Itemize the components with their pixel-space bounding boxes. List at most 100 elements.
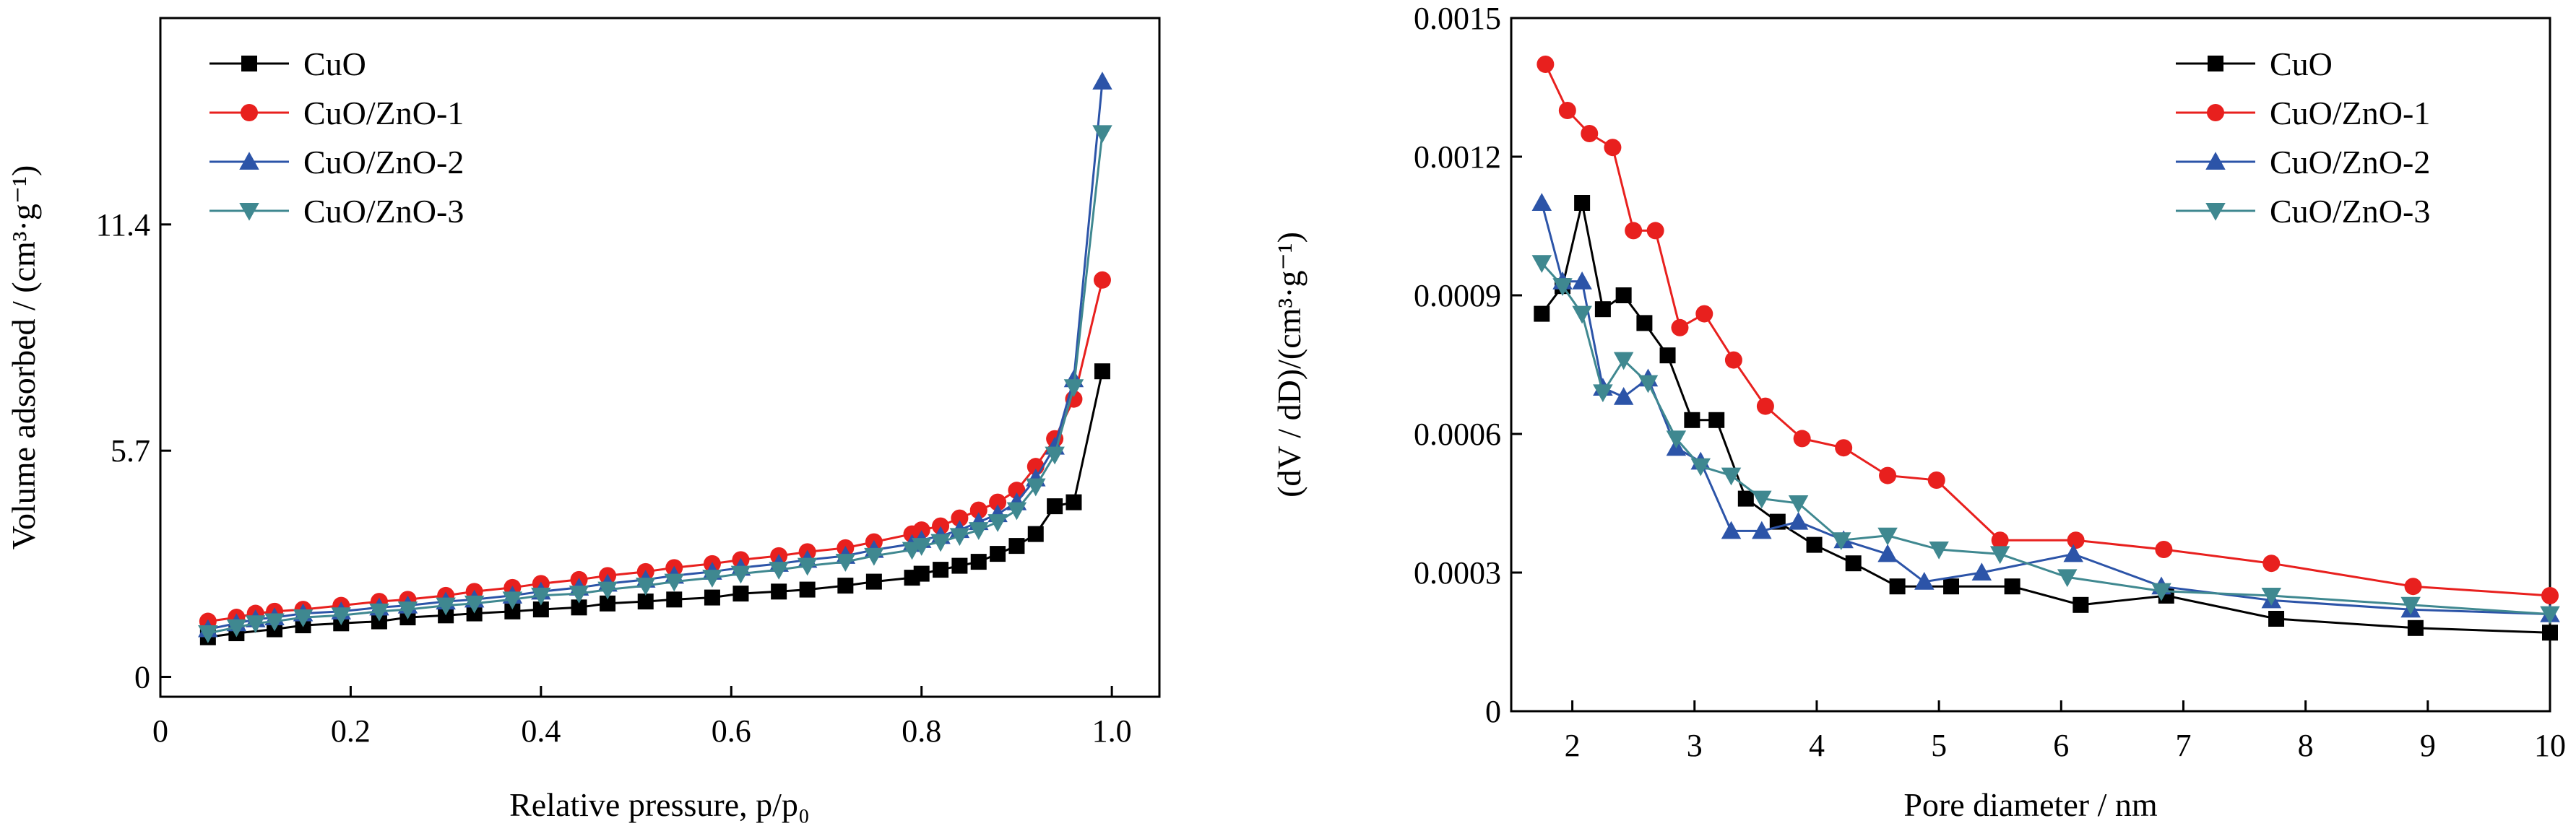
data-point (531, 587, 551, 606)
data-point (2261, 588, 2282, 606)
data-point (2073, 596, 2089, 613)
data-point (769, 562, 789, 580)
data-point (1615, 287, 1632, 303)
legend-marker (239, 152, 259, 170)
data-point (1831, 532, 1851, 550)
data-point (1625, 222, 1643, 240)
y-axis-label: Volume adsorbed / (cm³·g⁻¹) (5, 165, 42, 550)
data-point (1534, 305, 1550, 322)
data-point (1613, 387, 1634, 405)
data-point (1659, 347, 1676, 364)
data-point (1531, 255, 1552, 273)
data-point (970, 554, 987, 570)
data-point (2063, 544, 2083, 562)
data-point (837, 578, 854, 594)
legend-label: CuO/ZnO-3 (303, 193, 464, 230)
data-point (990, 546, 1006, 562)
data-point (2541, 587, 2559, 604)
data-point (1093, 271, 1111, 289)
series-CuO (1534, 195, 2558, 641)
data-point (1008, 482, 1026, 500)
chart-2: 2 3 4 5 6 7 8 9 10 0 0.0003 0.0006 0.0009 0.0012 0.001… (1271, 1, 2566, 823)
legend-label: CuO/ZnO-1 (2270, 95, 2430, 131)
data-point (1671, 318, 1689, 336)
data-point (1877, 544, 1898, 562)
legend-entry: CuO/ZnO-1 (2176, 95, 2430, 131)
data-point (1574, 195, 1591, 211)
data-point (1793, 430, 1811, 448)
data-point (1929, 542, 1949, 560)
data-point (949, 528, 970, 547)
data-point (2151, 583, 2171, 601)
data-point (864, 547, 884, 566)
data-point (1889, 578, 1906, 595)
data-point (597, 581, 618, 600)
y-tick-label: 0.0012 (1414, 139, 1501, 175)
legend-entry: CuO/ZnO-2 (2176, 144, 2430, 181)
data-point (1636, 315, 1653, 331)
data-point (571, 599, 587, 616)
data-point (1845, 555, 1862, 572)
data-point (1914, 572, 1935, 590)
series-CuO/ZnO-1 (1536, 56, 2559, 604)
data-point (1027, 526, 1044, 542)
y-axis-label: (dV / dD)/(cm³·g⁻¹) (1271, 232, 1308, 497)
data-point (464, 595, 485, 614)
data-point (532, 601, 549, 618)
data-point (1008, 538, 1025, 555)
data-point (1721, 521, 1742, 539)
x-tick-label: 5 (1931, 728, 1947, 763)
data-point (1092, 71, 1112, 90)
x-tick-label: 0 (152, 713, 168, 749)
data-point (1646, 222, 1664, 240)
data-point (732, 586, 749, 602)
data-point (502, 591, 523, 610)
data-point (1721, 467, 1742, 486)
data-point (1989, 546, 2010, 565)
data-point (1690, 458, 1711, 477)
legend-marker (2207, 104, 2224, 121)
data-point (2262, 555, 2281, 573)
data-point (637, 594, 654, 610)
data-point (600, 595, 616, 612)
data-point (369, 603, 389, 622)
data-point (1638, 375, 1659, 394)
data-point (1006, 502, 1027, 521)
data-point (1695, 305, 1713, 323)
data-point (664, 573, 685, 592)
data-point (198, 625, 218, 643)
x-tick-label: 0.8 (902, 713, 941, 749)
legend-entry: CuO/ZnO-3 (2176, 193, 2430, 230)
legend-label: CuO/ZnO-1 (303, 95, 464, 131)
legend-label: CuO/ZnO-2 (2270, 144, 2430, 181)
legend-marker (241, 56, 257, 71)
legend-entry: CuO/ZnO-3 (209, 193, 464, 230)
data-point (702, 570, 722, 588)
legend-entry: CuO/ZnO-1 (209, 95, 464, 131)
x-tick-label: 0.4 (521, 713, 561, 749)
legend-marker (2205, 203, 2226, 221)
data-point (1708, 412, 1725, 428)
data-point (835, 554, 856, 572)
data-point (1572, 271, 1592, 290)
data-point (2407, 620, 2424, 636)
legend-label: CuO/ZnO-3 (2270, 193, 2430, 230)
data-point (1558, 102, 1576, 119)
data-point (771, 583, 787, 600)
data-point (1604, 139, 1622, 157)
data-point (635, 578, 656, 596)
x-tick-label: 2 (1565, 728, 1581, 763)
x-tick-label: 1.0 (1092, 713, 1132, 749)
data-point (293, 609, 314, 627)
x-tick-label: 10 (2534, 728, 2566, 763)
data-point (1666, 430, 1687, 449)
legend-marker (239, 203, 259, 221)
data-point (1045, 446, 1065, 465)
data-point (397, 601, 418, 620)
data-point (2540, 606, 2560, 625)
data-point (1879, 466, 1897, 484)
data-point (1756, 397, 1774, 415)
data-point (1788, 511, 1809, 530)
data-point (1593, 384, 1613, 403)
data-point (245, 615, 266, 634)
